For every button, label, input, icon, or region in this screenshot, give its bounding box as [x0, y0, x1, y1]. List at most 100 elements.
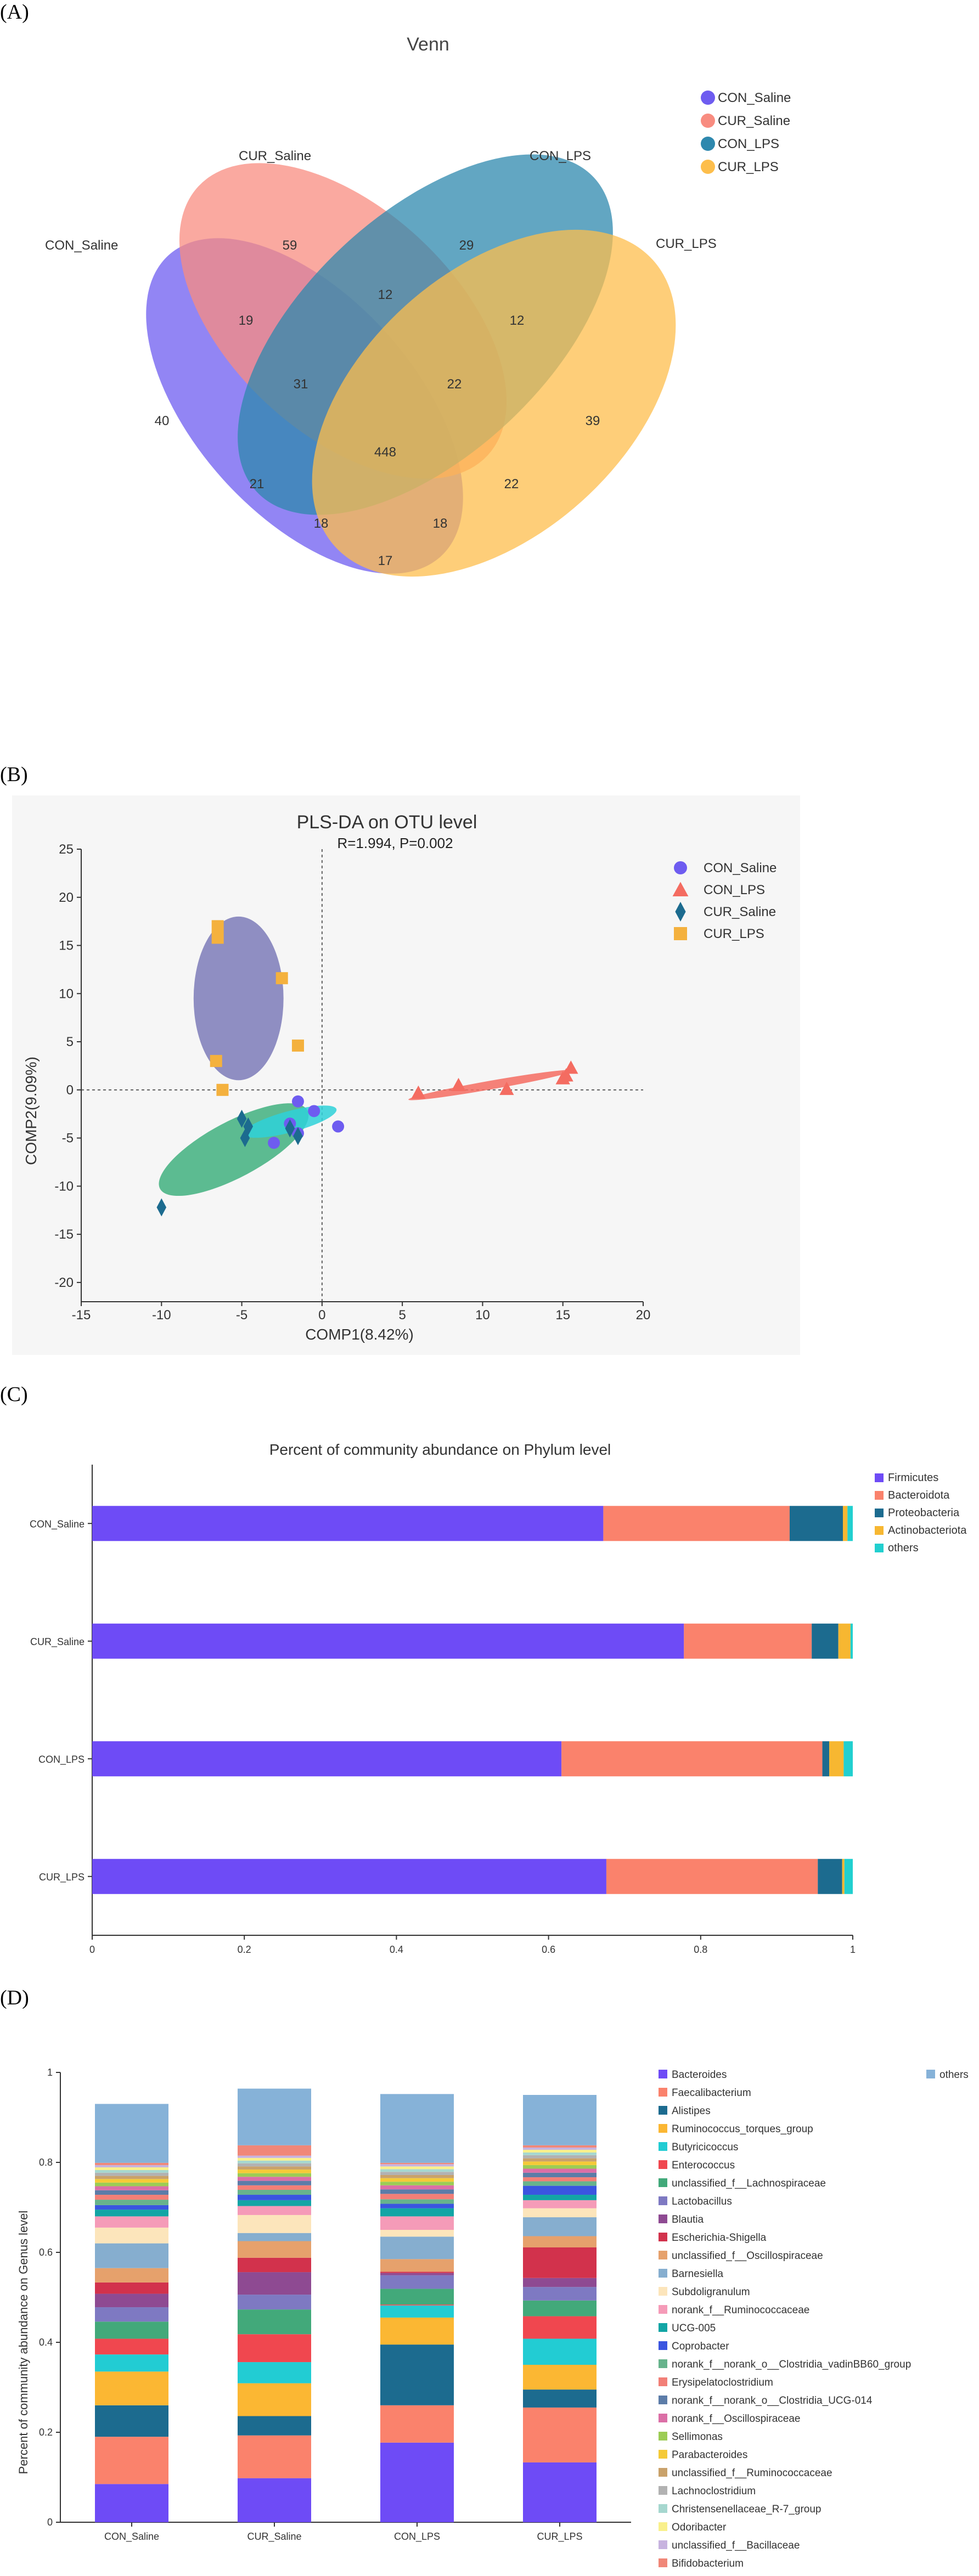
bar-segment-coprobacter[interactable]	[380, 2204, 454, 2208]
bar-segment-ucg-005[interactable]	[523, 2195, 597, 2200]
bar-segment-unclassified-f-bacillaceae[interactable]	[238, 2155, 311, 2158]
bar-segment-norank-f-norank-o-clostridia-ucg-014[interactable]	[238, 2180, 311, 2185]
legend-swatch-subdoligranulum[interactable]	[659, 2287, 667, 2296]
bar-segment-bifidobacterium[interactable]	[238, 2145, 311, 2156]
legend-swatch-barnesiella[interactable]	[659, 2269, 667, 2278]
bar-segment-proteobacteria[interactable]	[818, 1858, 842, 1894]
bar-segment-firmicutes[interactable]	[92, 1623, 684, 1659]
bar-segment-norank-f-ruminococcaceae[interactable]	[523, 2200, 597, 2208]
bar-segment-subdoligranulum[interactable]	[238, 2215, 311, 2233]
legend-swatch-alistipes[interactable]	[659, 2106, 667, 2115]
legend-swatch-butyricicoccus[interactable]	[659, 2142, 667, 2151]
bar-segment-unclassified-f-oscillospiraceae[interactable]	[523, 2236, 597, 2247]
bar-segment-erysipelatoclostridium[interactable]	[238, 2185, 311, 2190]
bar-segment-christensenellaceae-r-7-group[interactable]	[95, 2170, 168, 2173]
bar-segment-alistipes[interactable]	[95, 2405, 168, 2437]
bar-segment-lactobacillus[interactable]	[523, 2287, 597, 2301]
legend-swatch-escherichia-shigella[interactable]	[659, 2233, 667, 2241]
bar-segment-unclassified-f-bacillaceae[interactable]	[523, 2147, 597, 2150]
legend-swatch-christensenellaceae-r-7-group[interactable]	[659, 2504, 667, 2513]
legend-swatch-norank-f-norank-o-clostridia-ucg-014[interactable]	[659, 2396, 667, 2404]
bar-segment-odoribacter[interactable]	[95, 2167, 168, 2170]
bar-segment-butyricicoccus[interactable]	[238, 2362, 311, 2383]
bar-segment-norank-f-norank-o-clostridia-ucg-014[interactable]	[523, 2172, 597, 2178]
bar-segment-norank-f-norank-o-clostridia-vadinbb60-group[interactable]	[380, 2199, 454, 2204]
bar-segment-bacteroidota[interactable]	[684, 1623, 812, 1659]
bar-segment-lactobacillus[interactable]	[238, 2295, 311, 2310]
bar-segment-others[interactable]	[844, 1858, 853, 1894]
legend-swatch-enterococcus[interactable]	[659, 2160, 667, 2169]
point-cur-lps[interactable]	[211, 920, 224, 933]
legend-swatch-blautia[interactable]	[659, 2215, 667, 2223]
bar-segment-butyricicoccus[interactable]	[380, 2305, 454, 2318]
bar-segment-ucg-005[interactable]	[238, 2200, 311, 2206]
legend-swatch-norank-f-oscillospiraceae[interactable]	[659, 2414, 667, 2422]
legend-swatch-ucg-005[interactable]	[659, 2323, 667, 2332]
bar-segment-unclassified-f-ruminococcaceae[interactable]	[523, 2158, 597, 2162]
bar-segment-ruminococcus-torques-group[interactable]	[95, 2371, 168, 2405]
bar-segment-coprobacter[interactable]	[238, 2195, 311, 2200]
bar-segment-unclassified-f-ruminococcaceae[interactable]	[380, 2174, 454, 2178]
legend-marker-con-lps[interactable]	[672, 882, 689, 896]
bar-segment-subdoligranulum[interactable]	[380, 2230, 454, 2237]
bar-segment-bacteroides[interactable]	[523, 2462, 597, 2522]
bar-segment-enterococcus[interactable]	[238, 2334, 311, 2363]
legend-swatch-unclassified-f-bacillaceae[interactable]	[659, 2540, 667, 2549]
legend-swatch-sellimonas[interactable]	[659, 2432, 667, 2441]
bar-segment-sellimonas[interactable]	[523, 2165, 597, 2169]
bar-segment-christensenellaceae-r-7-group[interactable]	[238, 2160, 311, 2163]
bar-segment-proteobacteria[interactable]	[822, 1741, 830, 1777]
bar-segment-bacteroidota[interactable]	[603, 1506, 790, 1541]
bar-segment-erysipelatoclostridium[interactable]	[380, 2194, 454, 2200]
bar-segment-blautia[interactable]	[95, 2293, 168, 2308]
bar-segment-bacteroides[interactable]	[238, 2478, 311, 2522]
legend-swatch-others[interactable]	[926, 2070, 935, 2078]
point-con-saline[interactable]	[308, 1105, 320, 1117]
bar-segment-enterococcus[interactable]	[523, 2316, 597, 2339]
point-cur-saline[interactable]	[156, 1198, 167, 1217]
bar-segment-faecalibacterium[interactable]	[380, 2405, 454, 2443]
bar-segment-unclassified-f-bacillaceae[interactable]	[380, 2164, 454, 2167]
point-con-saline[interactable]	[291, 1095, 304, 1108]
legend-swatch-erysipelatoclostridium[interactable]	[659, 2377, 667, 2386]
bar-segment-alistipes[interactable]	[523, 2389, 597, 2408]
bar-segment-parabacteroides[interactable]	[523, 2161, 597, 2165]
point-con-lps[interactable]	[411, 1085, 426, 1099]
bar-segment-others[interactable]	[95, 2104, 168, 2163]
bar-segment-unclassified-f-oscillospiraceae[interactable]	[238, 2241, 311, 2258]
legend-swatch-unclassified-f-ruminococcaceae[interactable]	[659, 2468, 667, 2477]
bar-segment-enterococcus[interactable]	[95, 2338, 168, 2355]
bar-segment-bacteroides[interactable]	[380, 2442, 454, 2522]
bar-segment-lactobacillus[interactable]	[380, 2275, 454, 2289]
venn-set-cur-lps[interactable]	[247, 162, 741, 614]
legend-swatch-unclassified-f-oscillospiraceae[interactable]	[659, 2251, 667, 2259]
bar-segment-ucg-005[interactable]	[95, 2210, 168, 2217]
bar-segment-unclassified-f-oscillospiraceae[interactable]	[95, 2268, 168, 2283]
bar-segment-others[interactable]	[843, 1741, 853, 1777]
bar-segment-norank-f-ruminococcaceae[interactable]	[380, 2216, 454, 2230]
bar-segment-bifidobacterium[interactable]	[523, 2145, 597, 2148]
bar-segment-norank-f-norank-o-clostridia-vadinbb60-group[interactable]	[95, 2200, 168, 2205]
point-con-saline[interactable]	[268, 1137, 280, 1149]
bar-segment-norank-f-norank-o-clostridia-ucg-014[interactable]	[95, 2190, 168, 2195]
legend-swatch-unclassified-f-lachnospiraceae[interactable]	[659, 2178, 667, 2187]
bar-segment-christensenellaceae-r-7-group[interactable]	[523, 2152, 597, 2155]
bar-segment-norank-f-oscillospiraceae[interactable]	[523, 2168, 597, 2173]
bar-segment-norank-f-norank-o-clostridia-ucg-014[interactable]	[380, 2189, 454, 2194]
bar-segment-parabacteroides[interactable]	[380, 2178, 454, 2182]
bar-segment-proteobacteria[interactable]	[789, 1506, 843, 1541]
bar-segment-blautia[interactable]	[380, 2273, 454, 2275]
legend-swatch-lachnoclostridium[interactable]	[659, 2486, 667, 2495]
bar-segment-ucg-005[interactable]	[380, 2208, 454, 2217]
bar-segment-unclassified-f-lachnospiraceae[interactable]	[523, 2300, 597, 2317]
bar-segment-norank-f-ruminococcaceae[interactable]	[95, 2216, 168, 2228]
bar-segment-others[interactable]	[238, 2088, 311, 2145]
bar-segment-butyricicoccus[interactable]	[95, 2354, 168, 2372]
bar-segment-actinobacteriota[interactable]	[838, 1623, 851, 1659]
legend-swatch-proteobacteria[interactable]	[875, 1509, 884, 1517]
bar-segment-barnesiella[interactable]	[523, 2217, 597, 2236]
legend-marker-cur-saline[interactable]	[701, 114, 715, 128]
bar-segment-bacteroidota[interactable]	[561, 1741, 823, 1777]
bar-segment-lachnoclostridium[interactable]	[95, 2172, 168, 2176]
bar-segment-norank-f-oscillospiraceae[interactable]	[380, 2185, 454, 2190]
